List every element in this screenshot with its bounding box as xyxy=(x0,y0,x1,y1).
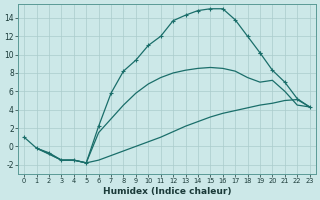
X-axis label: Humidex (Indice chaleur): Humidex (Indice chaleur) xyxy=(103,187,231,196)
